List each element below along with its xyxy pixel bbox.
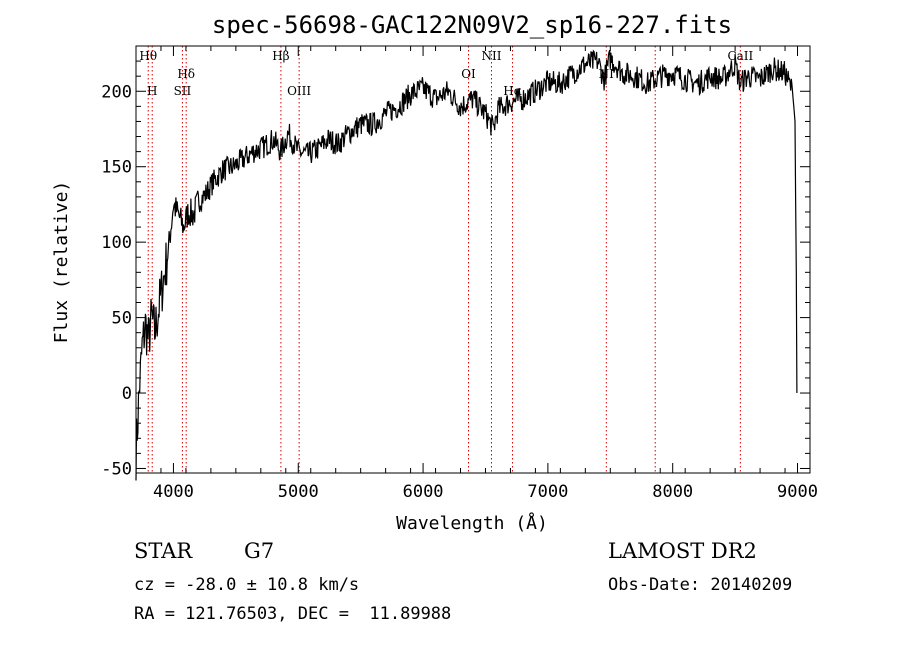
object-subclass: G7	[244, 539, 275, 563]
x-tick-label: 4000	[153, 482, 194, 502]
spectral-line-label: NII	[481, 49, 501, 63]
x-axis-label: Wavelength (Å)	[396, 512, 548, 534]
redshift-info: cz = -28.0 ± 10.8 km/s	[134, 575, 360, 595]
y-tick-label: 150	[101, 158, 132, 178]
x-tick-label: 6000	[403, 482, 444, 502]
spectral-line-label: Hθ	[139, 49, 157, 63]
y-tick-label: -50	[101, 459, 132, 479]
spectral-line-label: SII	[174, 84, 192, 98]
spectral-line-label: Hα	[503, 84, 522, 98]
x-tick-label: 5000	[278, 482, 319, 502]
coordinates-info: RA = 121.76503, DEC = 11.89988	[134, 604, 452, 624]
spectrum-series-line	[135, 49, 798, 481]
y-tick-label: 0	[122, 384, 132, 404]
spectral-line-label: Hδ	[177, 67, 195, 81]
y-tick-label: 50	[112, 309, 132, 329]
axes: 4000 5000 6000 7000 8000 9000 -50 0 50 100 150 200	[101, 46, 818, 502]
survey-name: LAMOST DR2	[608, 539, 757, 563]
spectral-line-labels: Hθ H Hδ SII Hβ OIII OI NII Hα NI CaII	[139, 49, 753, 98]
observation-date: Obs-Date: 20140209	[608, 575, 793, 595]
x-tick-label: 8000	[652, 482, 693, 502]
object-class: STAR	[134, 539, 193, 563]
chart-title: spec-56698-GAC122N09V2_sp16-227.fits	[212, 11, 732, 39]
spectral-line-label: OI	[461, 67, 476, 81]
spectral-line-label: H	[147, 84, 157, 98]
plot-frame	[135, 45, 811, 474]
spectral-line-label: Hβ	[272, 49, 289, 63]
y-tick-label: 100	[101, 233, 132, 253]
spectral-line-label: CaII	[727, 49, 753, 63]
spectral-line-label: OIII	[287, 84, 311, 98]
x-tick-label: 9000	[777, 482, 818, 502]
x-tick-label: 7000	[527, 482, 568, 502]
spectral-line-markers	[147, 46, 741, 473]
y-tick-label: 200	[101, 82, 132, 102]
spectral-line-label: NI	[599, 67, 615, 81]
y-axis-label: Flux (relative)	[51, 181, 72, 344]
